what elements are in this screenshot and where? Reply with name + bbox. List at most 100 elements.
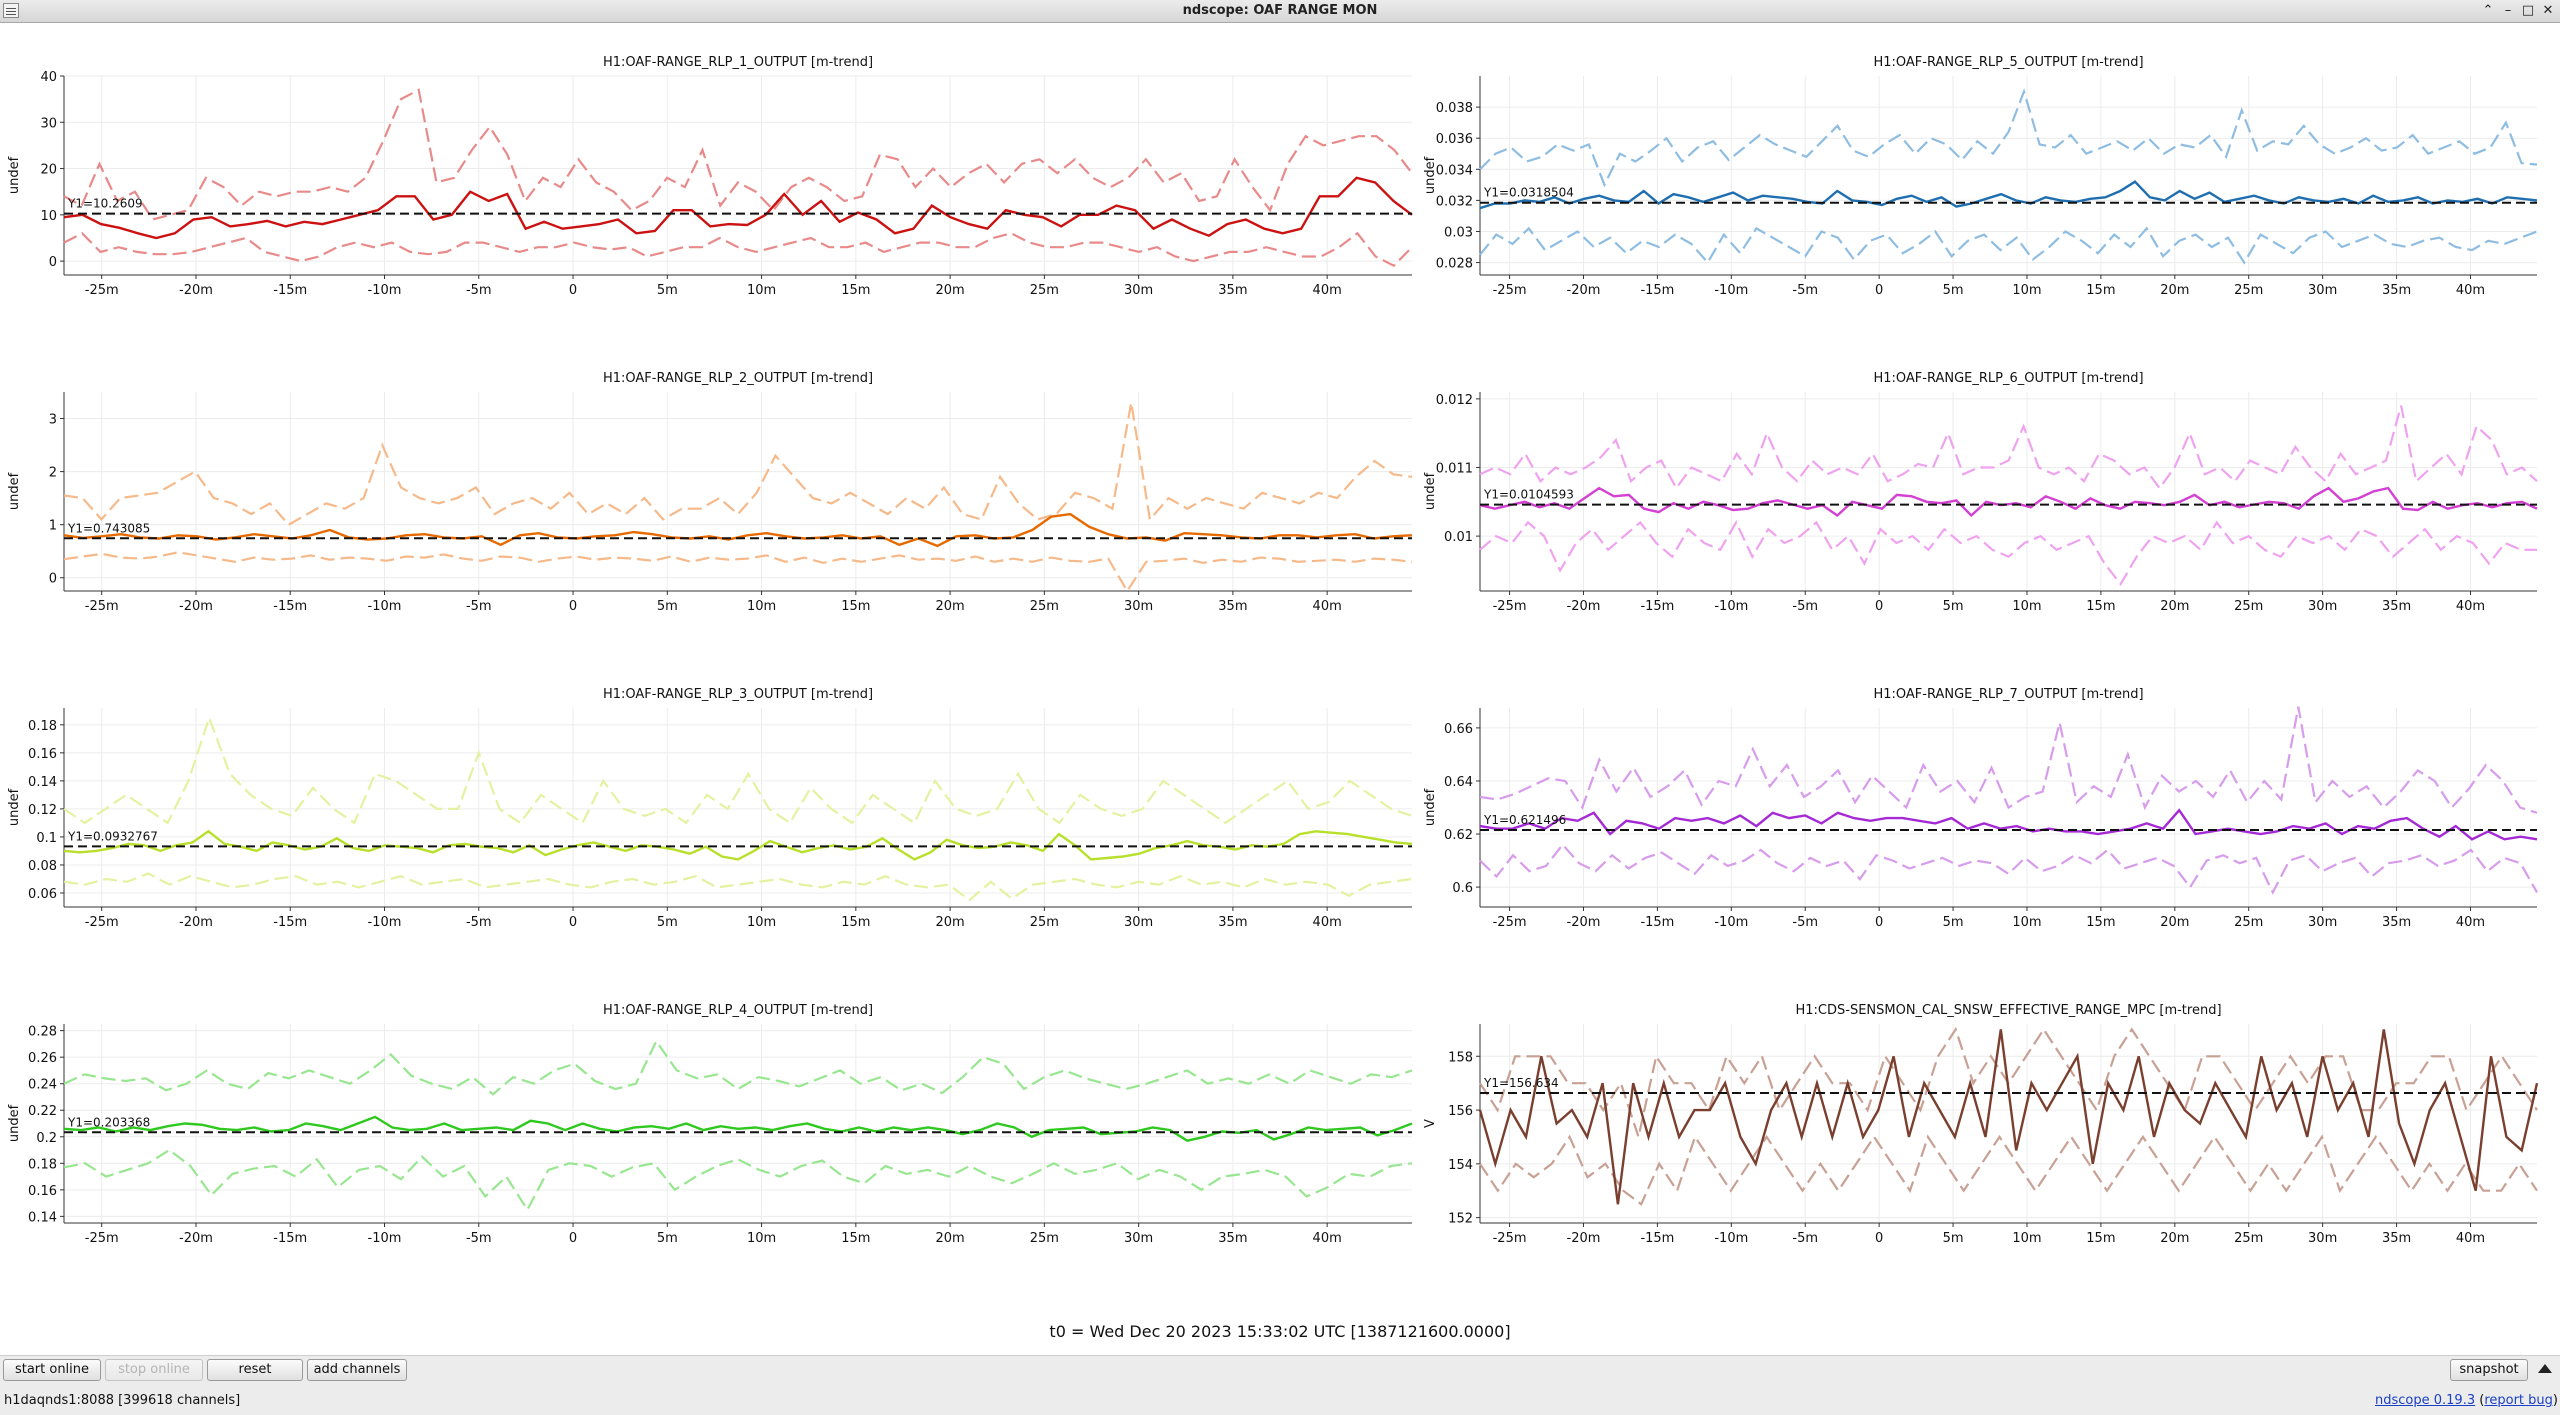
x-tick-label: 25m xyxy=(1030,283,1059,298)
x-tick-label: 20m xyxy=(2160,1231,2189,1246)
plot-6[interactable]: H1:OAF-RANGE_RLP_7_OUTPUT [m-trend] 0.6 0.… xyxy=(1423,687,2538,930)
close-icon[interactable]: ✕ xyxy=(2542,3,2554,18)
y-tick-label: 0.012 xyxy=(1436,393,1473,408)
x-tick-label: 20m xyxy=(2160,915,2189,930)
series-max-line xyxy=(1479,706,2538,814)
y-tick-label: 0.1 xyxy=(36,831,57,846)
x-tick-label: -25m xyxy=(1493,1231,1527,1246)
y-tick-label: 0.16 xyxy=(28,747,57,762)
version-link[interactable]: ndscope 0.19.3 xyxy=(2375,1393,2476,1408)
version-info: ndscope 0.19.3 (report bug) xyxy=(2375,1393,2558,1408)
x-tick-label: -25m xyxy=(1493,283,1527,298)
x-tick-label: 30m xyxy=(1124,915,1153,930)
y-tick-label: 0.18 xyxy=(28,719,57,734)
x-tick-label: 10m xyxy=(747,915,776,930)
x-tick-label: 25m xyxy=(2234,1231,2263,1246)
plot-canvas[interactable]: H1:OAF-RANGE_RLP_1_OUTPUT [m-trend]01020… xyxy=(0,24,2560,1324)
reset-button[interactable]: reset xyxy=(207,1359,303,1381)
x-tick-label: 5m xyxy=(657,1231,678,1246)
y-tick-label: 0.26 xyxy=(28,1051,57,1066)
series-max-line xyxy=(63,402,1413,527)
x-tick-label: 0 xyxy=(1875,915,1883,930)
x-tick-label: 40m xyxy=(2456,283,2485,298)
y1-cursor-label: Y1=0.0318504 xyxy=(1483,186,1574,200)
plot-1[interactable]: H1:OAF-RANGE_RLP_1_OUTPUT [m-trend] 0 10 20… xyxy=(7,55,1413,298)
x-tick-label: 15m xyxy=(841,1231,870,1246)
x-tick-label: 35m xyxy=(2382,915,2411,930)
x-tick-label: 15m xyxy=(841,599,870,614)
x-tick-label: -15m xyxy=(273,599,307,614)
app-menu-icon[interactable] xyxy=(3,3,19,18)
expand-panel-icon[interactable] xyxy=(2538,1364,2552,1373)
x-tick-label: 25m xyxy=(1030,599,1059,614)
y-axis-label: undef xyxy=(1423,156,1438,194)
plot-2[interactable]: H1:OAF-RANGE_RLP_5_OUTPUT [m-trend] 0.028… xyxy=(1423,55,2538,298)
x-tick-label: -15m xyxy=(273,283,307,298)
y-tick-label: 0.036 xyxy=(1436,132,1473,147)
series-max-line xyxy=(1479,88,2538,188)
series-min-line xyxy=(63,551,1413,594)
x-tick-label: -10m xyxy=(1714,1231,1748,1246)
y1-cursor-label: Y1=0.0932767 xyxy=(67,829,158,843)
keep-above-icon[interactable]: ⌃ xyxy=(2482,3,2494,18)
status-bar: h1daqnds1:8088 [399618 channels] ndscope… xyxy=(0,1386,2560,1415)
x-tick-label: 35m xyxy=(2382,599,2411,614)
x-tick-label: -20m xyxy=(179,599,213,614)
y-tick-label: 0.24 xyxy=(28,1078,57,1093)
x-tick-label: -25m xyxy=(85,599,119,614)
y-tick-label: 154 xyxy=(1448,1158,1473,1173)
y-tick-label: 0.01 xyxy=(1444,530,1473,545)
x-tick-label: -5m xyxy=(466,599,492,614)
plot-5[interactable]: H1:OAF-RANGE_RLP_3_OUTPUT [m-trend] 0.06 0… xyxy=(7,687,1413,930)
y-tick-label: 10 xyxy=(40,209,57,224)
x-tick-label: 10m xyxy=(2012,283,2041,298)
plot-8[interactable]: H1:CDS-SENSMON_CAL_SNSW_EFFECTIVE_RANGE_… xyxy=(1423,1003,2539,1246)
plot-title: H1:OAF-RANGE_RLP_3_OUTPUT [m-trend] xyxy=(603,687,873,702)
x-tick-label: -25m xyxy=(1493,599,1527,614)
plot-grid[interactable]: H1:OAF-RANGE_RLP_1_OUTPUT [m-trend] 0 10 20… xyxy=(0,24,2560,1344)
y1-cursor-label: Y1=156.634 xyxy=(1483,1076,1559,1090)
x-tick-label: 20m xyxy=(935,599,964,614)
x-tick-label: -25m xyxy=(1493,915,1527,930)
series-min-line xyxy=(63,1148,1413,1212)
t0-label: t0 = Wed Dec 20 2023 15:33:02 UTC [13871… xyxy=(1049,1322,1511,1341)
start-online-button[interactable]: start online xyxy=(3,1359,101,1381)
x-tick-label: -10m xyxy=(1714,283,1748,298)
x-tick-label: -20m xyxy=(1567,283,1601,298)
report-bug-link[interactable]: report bug xyxy=(2484,1393,2553,1408)
x-tick-label: 10m xyxy=(747,1231,776,1246)
x-tick-label: 10m xyxy=(2012,915,2041,930)
minimize-icon[interactable]: – xyxy=(2504,3,2512,18)
x-tick-label: 20m xyxy=(935,283,964,298)
x-tick-label: -25m xyxy=(85,915,119,930)
series-min-line xyxy=(1479,1134,2538,1206)
plot-7[interactable]: H1:OAF-RANGE_RLP_4_OUTPUT [m-trend] 0.14 0… xyxy=(7,1003,1413,1246)
y-tick-label: 1 xyxy=(49,519,57,534)
snapshot-button[interactable]: snapshot xyxy=(2450,1359,2528,1381)
y-tick-label: 152 xyxy=(1448,1212,1473,1227)
y-axis-label: undef xyxy=(7,788,22,826)
y-tick-label: 0.14 xyxy=(28,1210,57,1225)
x-tick-label: -15m xyxy=(1640,283,1674,298)
maximize-icon[interactable]: □ xyxy=(2521,3,2535,18)
window-title: ndscope: OAF RANGE MON xyxy=(1182,3,1378,18)
y-tick-label: 0.03 xyxy=(1444,225,1473,240)
y-tick-label: 0.038 xyxy=(1436,101,1473,116)
x-tick-label: 20m xyxy=(935,915,964,930)
x-tick-label: -10m xyxy=(1714,915,1748,930)
y-tick-label: 158 xyxy=(1448,1050,1473,1065)
plot-title: H1:OAF-RANGE_RLP_2_OUTPUT [m-trend] xyxy=(603,371,873,386)
series-min-line xyxy=(63,231,1413,268)
y-tick-label: 156 xyxy=(1448,1104,1473,1119)
plot-4[interactable]: H1:OAF-RANGE_RLP_6_OUTPUT [m-trend] 0.01 0… xyxy=(1423,371,2538,614)
y-axis-label: undef xyxy=(1423,788,1438,826)
y-tick-label: 0.62 xyxy=(1444,828,1473,843)
x-tick-label: -15m xyxy=(273,1231,307,1246)
series-min-line xyxy=(1479,226,2538,265)
series-mean-line xyxy=(63,176,1413,240)
add-channels-button[interactable]: add channels xyxy=(307,1359,407,1381)
plot-3[interactable]: H1:OAF-RANGE_RLP_2_OUTPUT [m-trend] 0 1 2 3 -… xyxy=(7,371,1413,614)
series-max-line xyxy=(1479,405,2538,491)
x-tick-label: 35m xyxy=(2382,1231,2411,1246)
x-tick-label: 35m xyxy=(1218,915,1247,930)
